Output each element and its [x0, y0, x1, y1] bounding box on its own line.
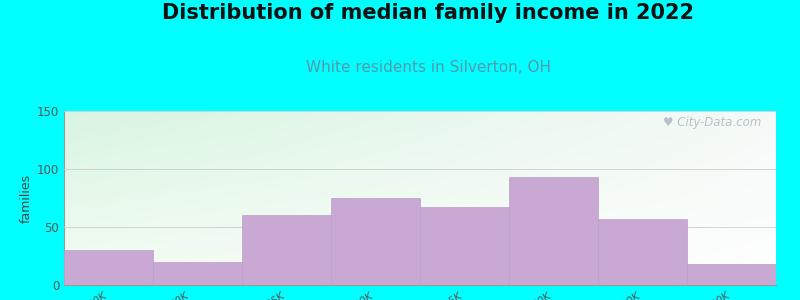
Bar — [64, 250, 153, 285]
Text: White residents in Silverton, OH: White residents in Silverton, OH — [306, 60, 550, 75]
Bar — [509, 177, 598, 285]
Bar — [687, 264, 776, 285]
Bar — [420, 207, 509, 285]
Text: ♥ City-Data.com: ♥ City-Data.com — [663, 116, 762, 129]
Bar — [331, 198, 420, 285]
Text: Distribution of median family income in 2022: Distribution of median family income in … — [162, 3, 694, 23]
Bar — [242, 215, 331, 285]
Y-axis label: families: families — [20, 173, 33, 223]
Bar — [153, 262, 242, 285]
Bar — [598, 219, 687, 285]
